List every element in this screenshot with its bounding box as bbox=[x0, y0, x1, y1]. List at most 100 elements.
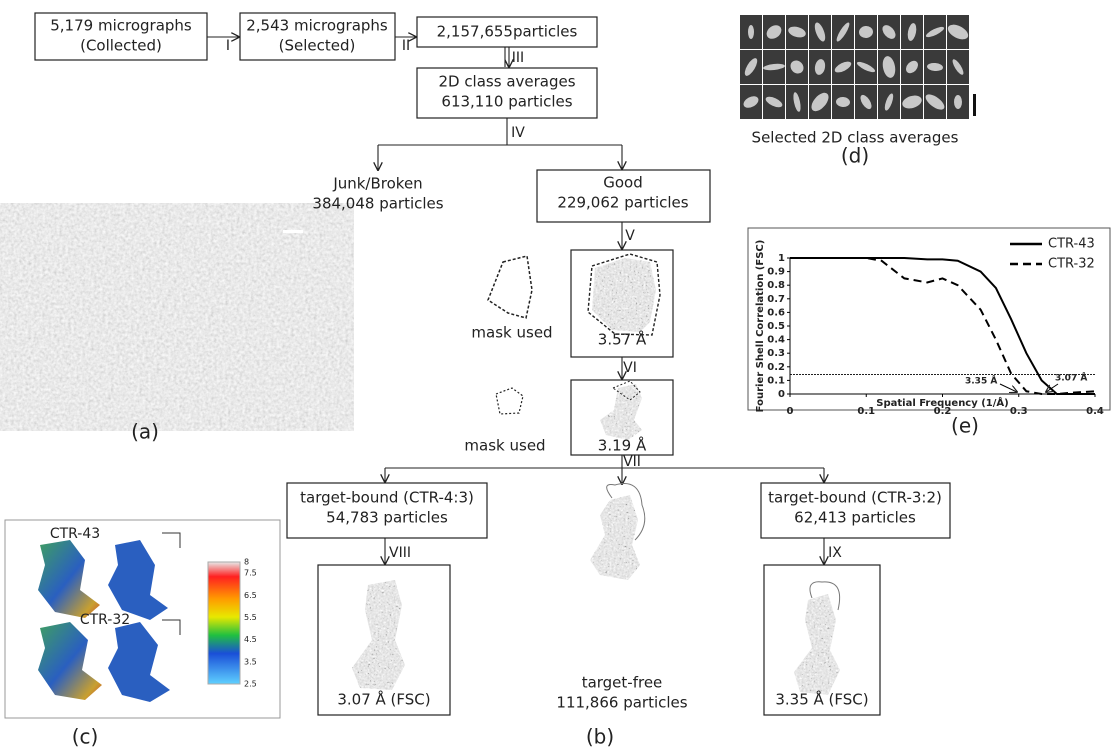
particle bbox=[788, 26, 806, 38]
step-label: IX bbox=[828, 545, 842, 561]
mask-label: mask used bbox=[471, 324, 552, 342]
node-label: 2D class averages bbox=[438, 73, 575, 91]
legend-label: CTR-32 bbox=[1048, 257, 1095, 272]
step-label: IV bbox=[511, 125, 525, 141]
node-label: 3.35 Å (FSC) bbox=[775, 690, 868, 709]
node-label: 3.19 Å bbox=[598, 436, 647, 455]
y-tick-label: 0.1 bbox=[767, 375, 785, 386]
particle bbox=[907, 23, 917, 41]
node-label: 229,062 particles bbox=[557, 194, 688, 212]
y-tick-label: 0.5 bbox=[767, 321, 785, 332]
particle bbox=[836, 22, 850, 42]
particle bbox=[814, 59, 826, 75]
node-label: 613,110 particles bbox=[441, 93, 572, 111]
node-box bbox=[286, 482, 488, 539]
y-tick-label: 0.4 bbox=[767, 335, 785, 346]
density-maps bbox=[352, 253, 841, 695]
x-tick-label: 0.4 bbox=[1086, 406, 1104, 417]
micrograph bbox=[5, 222, 322, 412]
mask-outline bbox=[487, 255, 533, 319]
y-tick-label: 0.6 bbox=[767, 307, 785, 318]
node-label: (Selected) bbox=[279, 37, 356, 55]
node-label: 111,866 particles bbox=[556, 694, 687, 712]
x-tick-label: 0.3 bbox=[1010, 406, 1028, 417]
panel-label: (d) bbox=[841, 144, 869, 168]
y-tick-label: 0 bbox=[778, 389, 785, 400]
scale-bar bbox=[283, 230, 303, 233]
x-axis-label: Spatial Frequency (1/Å) bbox=[876, 396, 1008, 409]
particle bbox=[906, 60, 918, 74]
panel-label: (b) bbox=[586, 725, 614, 749]
particle bbox=[743, 96, 759, 108]
particle bbox=[925, 94, 945, 110]
panel-label: (e) bbox=[951, 414, 979, 438]
legend-label: CTR-43 bbox=[1048, 237, 1095, 252]
particle bbox=[763, 63, 785, 71]
node-label: 384,048 particles bbox=[312, 195, 443, 213]
particle bbox=[925, 26, 945, 38]
particle bbox=[953, 95, 963, 109]
scale-bar bbox=[973, 94, 976, 116]
colorbar-tick-label: 5.5 bbox=[244, 613, 257, 622]
particle bbox=[860, 94, 872, 110]
node-box bbox=[416, 67, 598, 119]
node-label: 54,783 particles bbox=[326, 509, 448, 527]
node-box bbox=[536, 169, 711, 223]
colorbar-tick-label: 6.5 bbox=[244, 591, 257, 600]
y-tick-label: 0.2 bbox=[767, 362, 785, 373]
step-label: III bbox=[512, 50, 524, 66]
arrows bbox=[207, 37, 824, 564]
node-label: target-bound (CTR-3:2) bbox=[768, 489, 942, 507]
particle bbox=[814, 22, 826, 42]
step-label: VII bbox=[623, 454, 641, 470]
particle bbox=[952, 59, 964, 75]
annotation: 3.35 Å bbox=[965, 376, 997, 387]
y-tick-label: 1 bbox=[778, 253, 785, 264]
node-label: Junk/Broken bbox=[332, 175, 422, 193]
particle bbox=[882, 56, 896, 78]
particle bbox=[744, 58, 758, 76]
step-label: V bbox=[625, 228, 635, 244]
map-label: CTR-32 bbox=[80, 612, 130, 628]
caption: Selected 2D class averages bbox=[752, 129, 959, 147]
particle bbox=[947, 24, 969, 40]
particle bbox=[902, 95, 922, 109]
particle bbox=[834, 61, 852, 73]
colorbar-tick-label: 8 bbox=[244, 558, 249, 567]
panel-label: (c) bbox=[72, 725, 99, 749]
node-box bbox=[416, 16, 598, 48]
particle bbox=[811, 92, 829, 112]
node-box bbox=[239, 12, 396, 61]
particle bbox=[836, 96, 850, 108]
particle bbox=[765, 96, 783, 108]
node-label: target-bound (CTR-4:3) bbox=[300, 489, 474, 507]
colorbar-tick-label: 7.5 bbox=[244, 569, 257, 578]
series-line bbox=[790, 257, 1096, 395]
particle bbox=[882, 25, 896, 39]
particle bbox=[793, 92, 801, 112]
node-label: 3.07 Å (FSC) bbox=[337, 690, 430, 709]
step-label: VIII bbox=[389, 545, 411, 561]
node-label: target-free bbox=[582, 674, 663, 692]
node-label: (Collected) bbox=[80, 37, 162, 55]
y-tick-label: 0.3 bbox=[767, 348, 785, 359]
class-average-grid bbox=[740, 15, 969, 119]
particle bbox=[748, 25, 754, 39]
step-label: VI bbox=[623, 360, 637, 376]
colorbar-tick-label: 4.5 bbox=[244, 635, 257, 644]
particle bbox=[790, 60, 804, 74]
map-label: CTR-43 bbox=[50, 526, 100, 542]
x-tick-label: 0 bbox=[787, 406, 794, 417]
x-tick-label: 0.2 bbox=[934, 406, 952, 417]
y-tick-label: 0.9 bbox=[767, 267, 785, 278]
particle bbox=[884, 93, 894, 111]
particle bbox=[927, 62, 943, 72]
mask-label: mask used bbox=[464, 437, 545, 455]
y-tick-label: 0.7 bbox=[767, 294, 785, 305]
particle bbox=[856, 61, 876, 73]
particle bbox=[766, 25, 782, 39]
local-resolution-maps bbox=[38, 532, 181, 702]
particle bbox=[859, 25, 873, 39]
node-box bbox=[760, 482, 951, 539]
panel-label: (a) bbox=[131, 420, 159, 444]
